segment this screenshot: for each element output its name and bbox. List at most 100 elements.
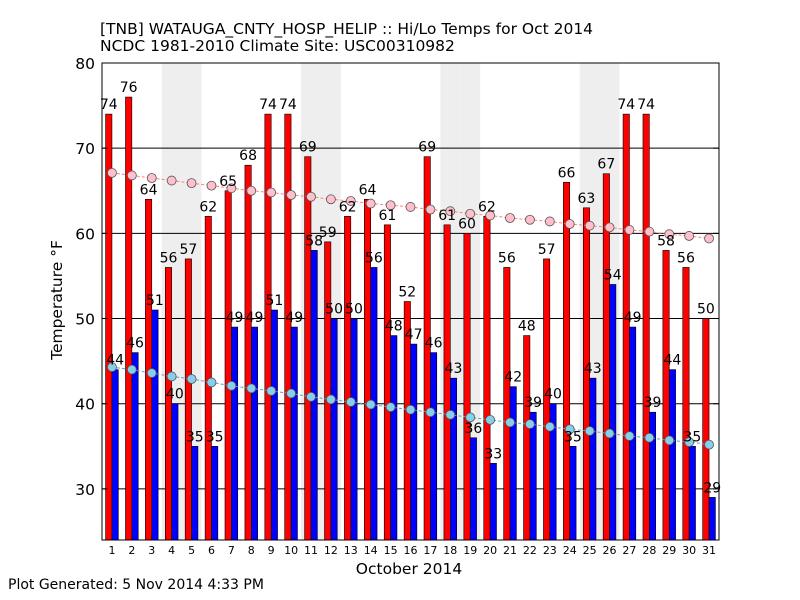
high-bar-29 xyxy=(662,250,670,541)
high-bar-19 xyxy=(463,233,471,541)
high-value-label-7: 65 xyxy=(219,174,237,190)
low-value-label-17: 46 xyxy=(425,336,443,352)
low-value-label-20: 33 xyxy=(484,446,502,462)
avg-high-point-17 xyxy=(425,204,436,215)
low-value-label-12: 50 xyxy=(325,302,343,318)
avg-high-point-22 xyxy=(525,214,535,225)
avg-low-point-26 xyxy=(604,428,615,439)
low-bar-8 xyxy=(250,326,258,541)
low-bar-7 xyxy=(231,326,239,541)
avg-low-point-13 xyxy=(345,397,356,407)
low-bar-19 xyxy=(469,437,477,541)
high-value-label-30: 56 xyxy=(677,250,695,266)
avg-high-point-7 xyxy=(226,183,237,194)
high-value-label-15: 61 xyxy=(378,208,396,224)
avg-low-point-8 xyxy=(246,383,257,394)
high-value-label-2: 76 xyxy=(120,80,138,96)
avg-low-point-14 xyxy=(365,399,376,410)
avg-low-point-10 xyxy=(286,388,296,399)
low-value-label-1: 44 xyxy=(106,353,124,369)
low-bar-17 xyxy=(430,352,438,541)
avg-low-point-4 xyxy=(166,371,177,382)
avg-low-point-31 xyxy=(704,439,714,450)
avg-high-point-12 xyxy=(325,194,336,205)
low-value-label-3: 51 xyxy=(146,293,164,309)
xtick-label-28: 28 xyxy=(642,544,656,557)
low-value-label-23: 40 xyxy=(544,387,562,403)
low-value-label-2: 46 xyxy=(126,336,144,352)
xtick-label-3: 3 xyxy=(148,544,155,557)
xtick-label-26: 26 xyxy=(603,544,617,557)
x-axis-label: October 2014 xyxy=(356,560,462,578)
xtick-label-18: 18 xyxy=(443,544,457,557)
high-bar-1 xyxy=(105,113,113,541)
xtick-label-1: 1 xyxy=(108,544,115,557)
ytick-label-50: 50 xyxy=(75,311,95,329)
plot-generated-footer: Plot Generated: 5 Nov 2014 4:33 PM xyxy=(8,577,264,593)
high-bar-2 xyxy=(125,96,133,541)
high-value-label-26: 67 xyxy=(597,157,615,173)
low-bar-2 xyxy=(131,352,139,541)
low-value-label-7: 49 xyxy=(226,310,244,326)
avg-low-point-17 xyxy=(425,407,436,418)
high-bar-13 xyxy=(344,216,352,541)
high-value-label-19: 60 xyxy=(458,216,476,232)
low-bar-4 xyxy=(171,403,179,541)
avg-high-point-1 xyxy=(107,167,117,178)
xtick-label-12: 12 xyxy=(324,544,338,557)
xtick-label-13: 13 xyxy=(344,544,358,557)
xtick-label-10: 10 xyxy=(284,544,298,557)
low-value-label-19: 36 xyxy=(464,421,482,437)
xtick-label-8: 8 xyxy=(248,544,255,557)
high-bar-18 xyxy=(443,224,451,541)
avg-high-point-18 xyxy=(445,206,456,217)
xtick-label-2: 2 xyxy=(128,544,135,557)
low-value-label-18: 43 xyxy=(445,361,463,377)
avg-high-point-25 xyxy=(584,220,595,231)
avg-low-point-11 xyxy=(306,391,316,402)
low-value-label-9: 51 xyxy=(265,293,283,309)
low-value-label-29: 44 xyxy=(664,353,682,369)
high-value-label-29: 58 xyxy=(657,233,675,249)
high-value-label-5: 57 xyxy=(179,242,197,258)
high-value-label-31: 50 xyxy=(697,302,715,318)
y-axis-label: Temperature °F xyxy=(48,240,66,361)
avg-high-point-27 xyxy=(624,225,635,235)
low-bar-15 xyxy=(390,335,398,541)
avg-low-point-23 xyxy=(544,421,555,432)
avg-high-point-20 xyxy=(485,210,496,221)
low-value-label-26: 54 xyxy=(604,267,622,283)
xtick-label-22: 22 xyxy=(523,544,537,557)
high-bar-22 xyxy=(523,335,531,541)
avg-low-point-6 xyxy=(206,377,217,388)
low-value-label-25: 43 xyxy=(584,361,602,377)
low-value-label-5: 35 xyxy=(186,429,204,445)
avg-high-point-28 xyxy=(644,226,655,237)
high-value-label-22: 48 xyxy=(518,319,536,335)
xtick-label-9: 9 xyxy=(268,544,275,557)
xtick-label-19: 19 xyxy=(463,544,477,557)
high-value-label-25: 63 xyxy=(578,191,596,207)
low-value-label-10: 49 xyxy=(285,310,303,326)
low-bar-13 xyxy=(350,318,358,541)
high-value-label-1: 74 xyxy=(100,97,118,113)
avg-high-point-9 xyxy=(266,187,277,198)
low-bar-18 xyxy=(450,377,457,541)
high-value-label-20: 62 xyxy=(478,199,496,215)
xtick-label-27: 27 xyxy=(622,544,636,557)
high-bar-21 xyxy=(503,267,511,541)
xtick-label-6: 6 xyxy=(208,544,215,557)
xtick-label-16: 16 xyxy=(404,544,418,557)
avg-high-point-26 xyxy=(604,222,615,233)
high-value-label-11: 69 xyxy=(299,140,317,156)
high-value-label-4: 56 xyxy=(160,250,178,266)
low-value-label-11: 58 xyxy=(305,233,323,249)
low-value-label-24: 35 xyxy=(564,429,582,445)
bars xyxy=(105,96,716,541)
avg-low-point-7 xyxy=(226,380,237,391)
high-bar-20 xyxy=(483,216,491,541)
avg-high-point-15 xyxy=(385,200,396,211)
high-bar-28 xyxy=(642,113,650,541)
avg-high-point-11 xyxy=(306,191,316,202)
ytick-label-80: 80 xyxy=(75,55,95,73)
